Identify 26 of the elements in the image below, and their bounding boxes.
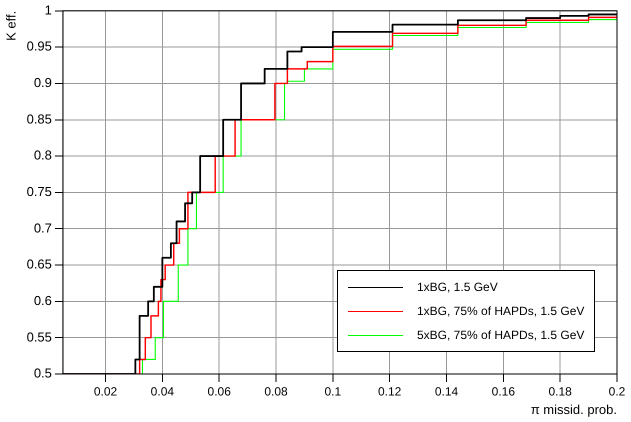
x-tick-label: 0.06 (208, 384, 232, 399)
y-tick-label: 0.6 (34, 292, 52, 308)
legend-label: 1xBG, 75% of HAPDs, 1.5 GeV (417, 304, 584, 318)
y-tick-label: 0.8 (34, 148, 52, 163)
x-tick-label: 0.08 (264, 384, 288, 399)
y-tick-label: 0.95 (26, 38, 52, 54)
y-axis-title: K eff. (3, 10, 18, 41)
y-tick-label: 1 (44, 2, 52, 18)
x-tick-label: 0.16 (492, 384, 516, 399)
y-tick-label: 0.65 (26, 256, 52, 272)
x-tick-label: 0.02 (94, 384, 118, 399)
legend-label: 1xBG, 1.5 GeV (417, 280, 498, 294)
x-axis-title: π missid. prob. (530, 402, 617, 417)
x-tick-label: 0.04 (150, 384, 174, 399)
x-tick-label: 0.14 (434, 384, 459, 399)
y-tick-label: 0.55 (26, 329, 52, 344)
legend-label: 5xBG, 75% of HAPDs, 1.5 GeV (417, 328, 584, 342)
y-tick-label: 0.75 (26, 184, 52, 199)
y-tick-label: 0.7 (34, 220, 52, 236)
y-tick-label: 0.9 (34, 75, 52, 90)
x-tick-label: 0.2 (608, 384, 626, 399)
x-tick-label: 0.1 (324, 384, 342, 399)
x-tick-label: 0.18 (548, 384, 572, 399)
x-tick-label: 0.12 (378, 384, 402, 399)
y-tick-label: 0.85 (26, 111, 52, 126)
y-tick-label: 0.5 (34, 366, 52, 381)
